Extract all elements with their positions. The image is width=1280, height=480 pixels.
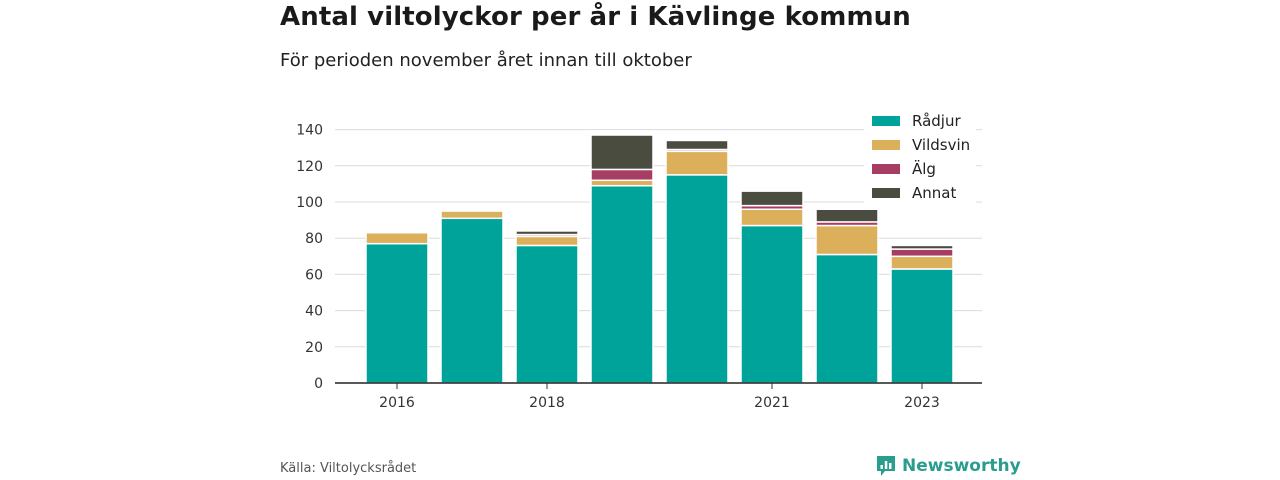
bar-segment-annat[interactable] — [665, 139, 729, 151]
x-tick-label: 2016 — [379, 395, 415, 411]
legend-swatch — [872, 140, 900, 150]
legend-swatch — [872, 188, 900, 198]
newsworthy-logo-icon — [877, 456, 895, 476]
bars — [365, 134, 954, 384]
chart-subtitle: För perioden november året innan till ok… — [280, 50, 692, 71]
axes: 0 20 40 60 80 100 120 140 2016 2018 2021 2023 — [296, 123, 982, 411]
source-note: Källa: Viltolycksrådet — [280, 461, 417, 476]
bar-segment-rådjur[interactable] — [365, 242, 429, 384]
bar-segment-vildsvin[interactable] — [365, 232, 429, 245]
bar-segment-vildsvin[interactable] — [515, 235, 579, 247]
legend-label: Vildsvin — [912, 136, 970, 154]
legend-swatch — [872, 164, 900, 174]
bar-segment-annat[interactable] — [515, 230, 579, 236]
bar-segment-rådjur[interactable] — [815, 253, 879, 384]
brand-logo-link[interactable]: Newsworthy — [876, 455, 1021, 477]
chart-title: Antal viltolyckor per år i Kävlinge komm… — [280, 2, 911, 32]
x-tick-label: 2023 — [904, 395, 940, 411]
legend: Rådjur Vildsvin Älg Annat — [864, 108, 976, 204]
y-tick-label: 60 — [305, 267, 323, 283]
legend-label: Rådjur — [912, 112, 961, 130]
bar-segment-vildsvin[interactable] — [815, 224, 879, 256]
bar-segment-annat[interactable] — [740, 190, 804, 207]
bar-segment-älg[interactable] — [890, 248, 954, 258]
bar-segment-rådjur[interactable] — [440, 217, 504, 384]
y-tick-label: 40 — [305, 304, 323, 320]
bar-segment-älg[interactable] — [590, 168, 654, 182]
y-tick-label: 100 — [296, 195, 323, 211]
bar-segment-vildsvin[interactable] — [440, 210, 504, 220]
bar-segment-vildsvin[interactable] — [740, 208, 804, 227]
bar-segment-rådjur[interactable] — [740, 224, 804, 384]
x-tick-label: 2018 — [529, 395, 565, 411]
bar-segment-annat[interactable] — [590, 134, 654, 171]
bar-segment-vildsvin[interactable] — [590, 179, 654, 187]
bar-segment-vildsvin[interactable] — [665, 150, 729, 176]
bar-segment-rådjur[interactable] — [665, 174, 729, 384]
bar-segment-rådjur[interactable] — [590, 184, 654, 384]
bar-segment-vildsvin[interactable] — [890, 255, 954, 270]
y-tick-label: 80 — [305, 231, 323, 247]
legend-label: Älg — [912, 159, 936, 178]
x-tick-label: 2021 — [754, 395, 790, 411]
legend-label: Annat — [912, 184, 956, 202]
brand-name: Newsworthy — [902, 456, 1021, 476]
legend-swatch — [872, 116, 900, 126]
y-tick-label: 120 — [296, 159, 323, 175]
y-tick-label: 140 — [296, 123, 323, 139]
bar-segment-rådjur[interactable] — [890, 268, 954, 384]
bar-segment-annat[interactable] — [890, 244, 954, 250]
y-tick-label: 20 — [305, 340, 323, 356]
bar-segment-annat[interactable] — [815, 208, 879, 223]
bar-segment-rådjur[interactable] — [515, 244, 579, 384]
y-tick-label: 0 — [314, 376, 323, 392]
